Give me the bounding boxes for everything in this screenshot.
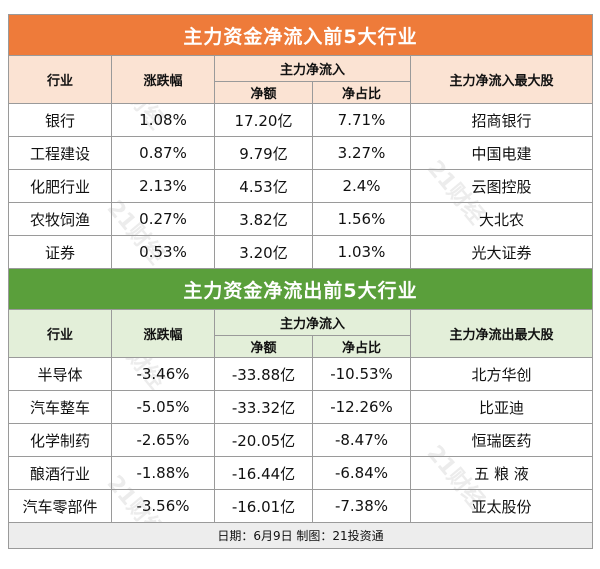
cell-net-amount: -16.01亿 xyxy=(214,489,313,523)
cell-top-stock: 亚太股份 xyxy=(410,489,593,523)
cell-change: -1.88% xyxy=(111,456,215,490)
table-row: 证券 0.53% 3.20亿 1.03% 光大证券 xyxy=(8,235,593,269)
cell-top-stock: 恒瑞医药 xyxy=(410,423,593,457)
cell-industry: 工程建设 xyxy=(8,136,112,170)
table-row: 农牧饲渔 0.27% 3.82亿 1.56% 大北农 xyxy=(8,202,593,236)
col-header-main-flow: 主力净流入 xyxy=(214,309,411,336)
cell-industry: 化肥行业 xyxy=(8,169,112,203)
col-header-net-amount: 净额 xyxy=(214,335,313,358)
cell-top-stock: 云图控股 xyxy=(410,169,593,203)
cell-net-amount: 3.82亿 xyxy=(214,202,313,236)
cell-net-ratio: 3.27% xyxy=(312,136,411,170)
cell-industry: 汽车零部件 xyxy=(8,489,112,523)
cell-top-stock: 大北农 xyxy=(410,202,593,236)
col-header-net-amount: 净额 xyxy=(214,81,313,104)
col-header-top-stock: 主力净流入最大股 xyxy=(410,55,593,104)
col-header-change: 涨跌幅 xyxy=(111,55,215,104)
cell-industry: 汽车整车 xyxy=(8,390,112,424)
cell-net-ratio: -6.84% xyxy=(312,456,411,490)
cell-top-stock: 五 粮 液 xyxy=(410,456,593,490)
cell-net-ratio: 2.4% xyxy=(312,169,411,203)
cell-net-amount: -20.05亿 xyxy=(214,423,313,457)
outflow-table: 主力资金净流出前5大行业 行业 涨跌幅 主力净流入 主力净流出最大股 净额 净占… xyxy=(8,268,593,549)
cell-net-amount: -16.44亿 xyxy=(214,456,313,490)
col-header-industry: 行业 xyxy=(8,55,112,104)
table-row: 化学制药 -2.65% -20.05亿 -8.47% 恒瑞医药 xyxy=(8,423,593,457)
footer-credit: 日期：6月9日 制图：21投资通 xyxy=(8,522,593,549)
cell-net-amount: 9.79亿 xyxy=(214,136,313,170)
cell-net-amount: 4.53亿 xyxy=(214,169,313,203)
cell-change: 0.27% xyxy=(111,202,215,236)
cell-net-ratio: 7.71% xyxy=(312,103,411,137)
col-header-change: 涨跌幅 xyxy=(111,309,215,358)
table-row: 汽车零部件 -3.56% -16.01亿 -7.38% 亚太股份 xyxy=(8,489,593,523)
inflow-table: 主力资金净流入前5大行业 行业 涨跌幅 主力净流入 主力净流入最大股 净额 净占… xyxy=(8,14,593,269)
cell-change: 1.08% xyxy=(111,103,215,137)
cell-top-stock: 光大证券 xyxy=(410,235,593,269)
cell-net-amount: -33.88亿 xyxy=(214,357,313,391)
cell-net-amount: 3.20亿 xyxy=(214,235,313,269)
cell-change: -3.56% xyxy=(111,489,215,523)
col-header-net-ratio: 净占比 xyxy=(312,335,411,358)
cell-industry: 证券 xyxy=(8,235,112,269)
col-header-main-flow: 主力净流入 xyxy=(214,55,411,82)
table-row: 半导体 -3.46% -33.88亿 -10.53% 北方华创 xyxy=(8,357,593,391)
outflow-title: 主力资金净流出前5大行业 xyxy=(8,268,593,310)
cell-net-ratio: -10.53% xyxy=(312,357,411,391)
cell-change: -5.05% xyxy=(111,390,215,424)
cell-change: -2.65% xyxy=(111,423,215,457)
cell-change: 0.53% xyxy=(111,235,215,269)
cell-industry: 半导体 xyxy=(8,357,112,391)
table-row: 银行 1.08% 17.20亿 7.71% 招商银行 xyxy=(8,103,593,137)
cell-industry: 农牧饲渔 xyxy=(8,202,112,236)
cell-top-stock: 北方华创 xyxy=(410,357,593,391)
cell-net-ratio: 1.03% xyxy=(312,235,411,269)
cell-net-amount: -33.32亿 xyxy=(214,390,313,424)
cell-industry: 银行 xyxy=(8,103,112,137)
cell-top-stock: 中国电建 xyxy=(410,136,593,170)
cell-industry: 酿酒行业 xyxy=(8,456,112,490)
table-row: 工程建设 0.87% 9.79亿 3.27% 中国电建 xyxy=(8,136,593,170)
cell-top-stock: 比亚迪 xyxy=(410,390,593,424)
col-header-top-stock: 主力净流出最大股 xyxy=(410,309,593,358)
cell-top-stock: 招商银行 xyxy=(410,103,593,137)
table-row: 化肥行业 2.13% 4.53亿 2.4% 云图控股 xyxy=(8,169,593,203)
cell-net-ratio: -8.47% xyxy=(312,423,411,457)
col-header-net-ratio: 净占比 xyxy=(312,81,411,104)
table-row: 酿酒行业 -1.88% -16.44亿 -6.84% 五 粮 液 xyxy=(8,456,593,490)
cell-net-amount: 17.20亿 xyxy=(214,103,313,137)
cell-net-ratio: -12.26% xyxy=(312,390,411,424)
cell-change: 0.87% xyxy=(111,136,215,170)
inflow-title: 主力资金净流入前5大行业 xyxy=(8,14,593,56)
cell-net-ratio: -7.38% xyxy=(312,489,411,523)
cell-net-ratio: 1.56% xyxy=(312,202,411,236)
cell-industry: 化学制药 xyxy=(8,423,112,457)
table-row: 汽车整车 -5.05% -33.32亿 -12.26% 比亚迪 xyxy=(8,390,593,424)
col-header-industry: 行业 xyxy=(8,309,112,358)
cell-change: -3.46% xyxy=(111,357,215,391)
cell-change: 2.13% xyxy=(111,169,215,203)
